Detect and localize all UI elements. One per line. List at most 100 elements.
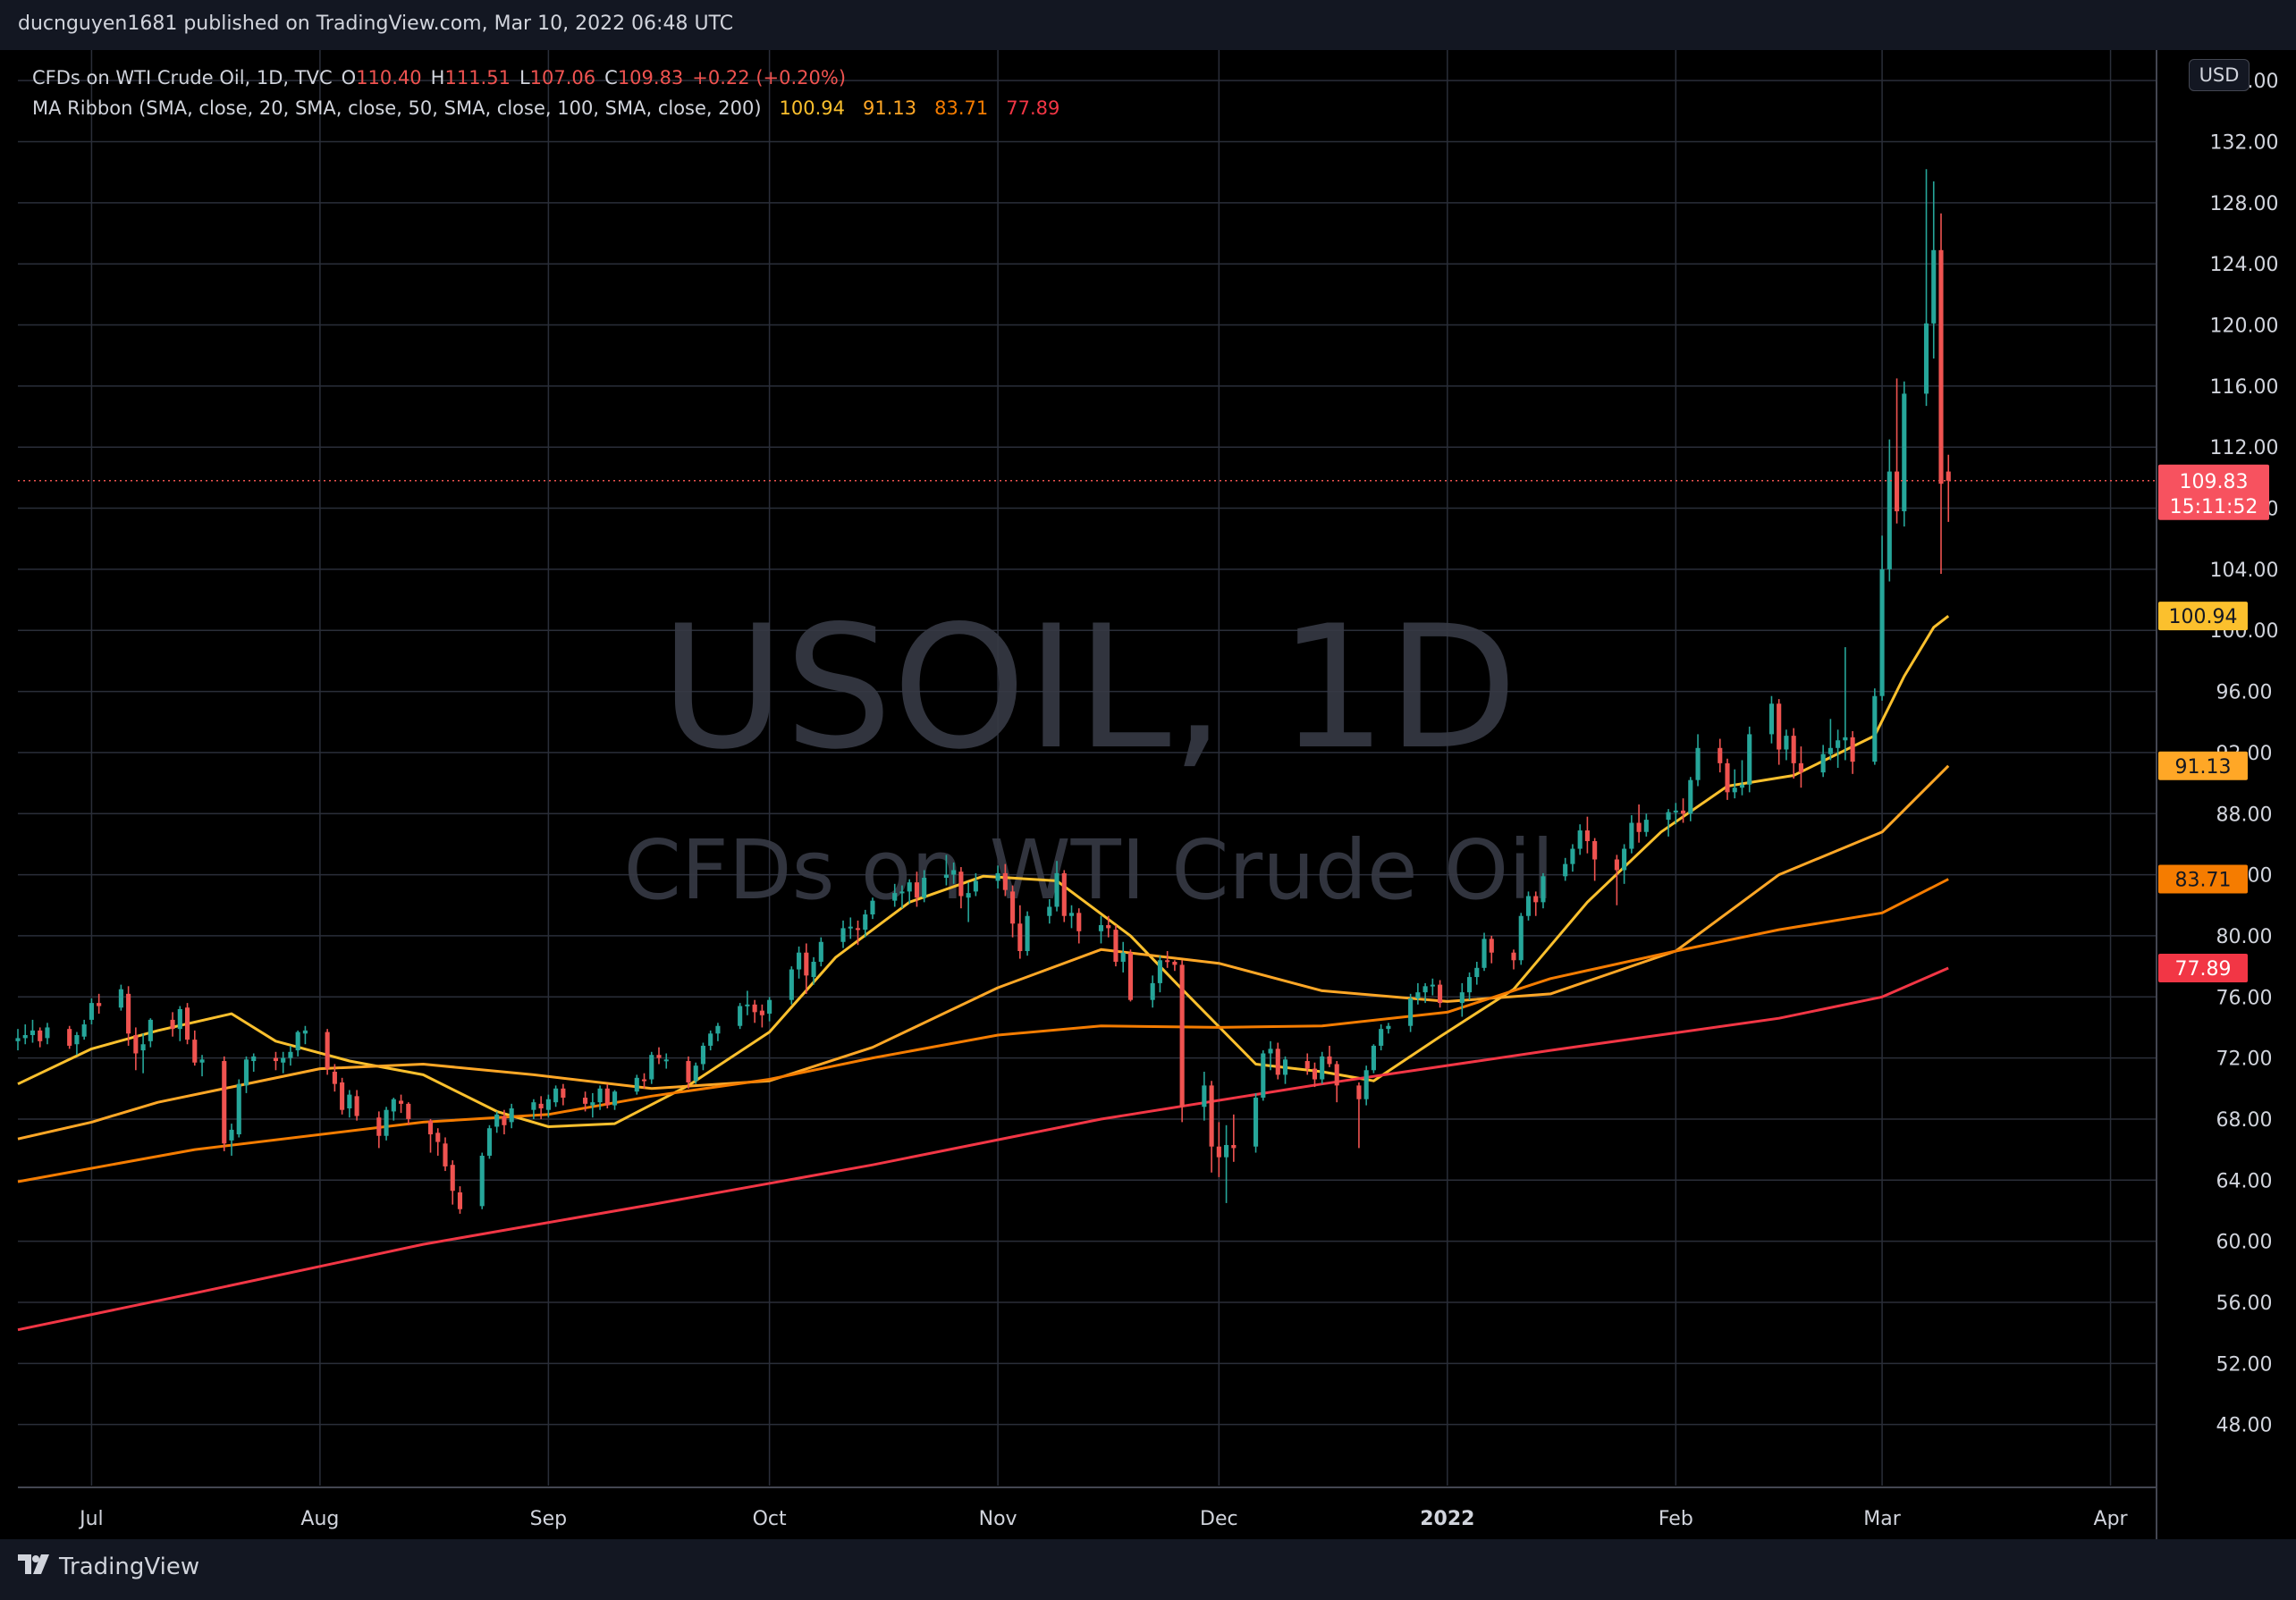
price-tick-label: 124.00 bbox=[2210, 254, 2279, 276]
candle-body bbox=[1938, 249, 1944, 484]
candle bbox=[745, 990, 750, 1015]
candle bbox=[89, 998, 94, 1025]
watermark-description: CFDs on WTI Crude Oil bbox=[624, 822, 1555, 918]
candle-body bbox=[604, 1088, 610, 1106]
candle bbox=[818, 937, 823, 967]
candle-body bbox=[1371, 1045, 1376, 1071]
candle-body bbox=[649, 1055, 654, 1080]
candle-body bbox=[1577, 830, 1583, 849]
time-tick-label: 2022 bbox=[1420, 1508, 1474, 1530]
candle-body bbox=[376, 1117, 382, 1136]
candle bbox=[1946, 454, 1951, 522]
candle bbox=[649, 1051, 654, 1084]
candle bbox=[1489, 935, 1494, 964]
legend-symbol[interactable]: CFDs on WTI Crude Oil, 1D, TVC bbox=[32, 67, 333, 88]
candle bbox=[641, 1073, 647, 1089]
candle bbox=[789, 966, 794, 1005]
candle bbox=[1415, 982, 1421, 1005]
candle-body bbox=[1363, 1070, 1369, 1099]
candle-body bbox=[133, 1034, 139, 1054]
candle-body bbox=[450, 1165, 455, 1192]
ma-axis-label-bg bbox=[2158, 864, 2248, 894]
candle-body bbox=[1408, 998, 1414, 1026]
candle-body bbox=[148, 1019, 153, 1041]
candle bbox=[288, 1045, 293, 1066]
candle-body bbox=[97, 1003, 102, 1006]
candle bbox=[708, 1030, 713, 1051]
candle-body bbox=[192, 1040, 198, 1063]
candle-body bbox=[1747, 734, 1752, 785]
price-tick-label: 88.00 bbox=[2216, 804, 2273, 826]
candle-body bbox=[1150, 982, 1155, 1000]
candle bbox=[863, 909, 868, 938]
time-axis[interactable]: Jul Aug Sep Oct Nov Dec 2022 Feb Mar Apr bbox=[18, 1486, 2157, 1530]
candle bbox=[251, 1053, 257, 1072]
time-tick-label: Apr bbox=[2094, 1508, 2129, 1530]
legend-open-value: 110.40 bbox=[356, 67, 422, 88]
candle bbox=[38, 1027, 43, 1048]
candle bbox=[450, 1160, 455, 1205]
candle-body bbox=[1931, 249, 1937, 324]
candle-body bbox=[1828, 747, 1833, 754]
candle-body bbox=[855, 928, 861, 931]
ma-axis-label: 77.89 bbox=[2175, 958, 2232, 981]
candle-body bbox=[509, 1107, 514, 1123]
tradingview-brand: TradingView bbox=[59, 1554, 200, 1580]
candle-body bbox=[1592, 841, 1598, 860]
candle bbox=[656, 1047, 662, 1065]
price-tick-label: 64.00 bbox=[2216, 1170, 2273, 1192]
price-tick-label: 112.00 bbox=[2210, 437, 2279, 459]
candle-body bbox=[892, 893, 898, 901]
candle-body bbox=[67, 1029, 72, 1046]
candle bbox=[406, 1102, 411, 1125]
tradingview-logo[interactable]: TradingView bbox=[18, 1554, 199, 1580]
candle-body bbox=[1636, 822, 1642, 832]
candle-body bbox=[1836, 740, 1841, 748]
candle-body bbox=[199, 1059, 205, 1063]
candle-body bbox=[1379, 1029, 1384, 1046]
candle-body bbox=[22, 1034, 28, 1039]
legend-ma50-value: 91.13 bbox=[863, 97, 917, 119]
candle-body bbox=[1172, 961, 1178, 965]
candle bbox=[899, 885, 905, 909]
candle bbox=[797, 946, 802, 979]
candle bbox=[97, 993, 102, 1015]
price-tick-label: 120.00 bbox=[2210, 316, 2279, 338]
candle-body bbox=[1430, 984, 1435, 987]
candle-body bbox=[583, 1098, 588, 1104]
candle-body bbox=[1312, 1068, 1318, 1080]
candle bbox=[1025, 911, 1030, 956]
candle-body bbox=[1466, 977, 1473, 993]
candle bbox=[347, 1090, 352, 1118]
candle bbox=[907, 879, 912, 905]
candle-body bbox=[1054, 872, 1059, 907]
candle bbox=[1592, 838, 1598, 881]
candle-body bbox=[1157, 960, 1162, 983]
candle-body bbox=[1511, 952, 1516, 961]
candle bbox=[1422, 982, 1428, 1004]
candle-body bbox=[406, 1103, 411, 1119]
candle bbox=[1511, 949, 1516, 970]
candle-body bbox=[1113, 930, 1118, 962]
countdown-label: 15:11:52 bbox=[2170, 496, 2258, 518]
candle-body bbox=[597, 1088, 603, 1103]
candle bbox=[140, 1033, 146, 1074]
candle bbox=[398, 1094, 404, 1114]
candle-body bbox=[1061, 872, 1067, 916]
candle-body bbox=[561, 1088, 566, 1099]
legend-indicator[interactable]: MA Ribbon (SMA, close, 20, SMA, close, 5… bbox=[32, 97, 762, 119]
candle bbox=[74, 1032, 80, 1056]
candle bbox=[1643, 813, 1649, 837]
candle-body bbox=[1202, 1085, 1207, 1107]
legend-low-value: 107.06 bbox=[529, 67, 596, 88]
currency-button[interactable]: USD bbox=[2189, 59, 2250, 91]
candle-body bbox=[1680, 810, 1686, 814]
candle-body bbox=[15, 1038, 21, 1041]
candle-body bbox=[863, 914, 868, 931]
candle-body bbox=[1732, 787, 1737, 793]
price-tick-label: 116.00 bbox=[2210, 376, 2279, 399]
candle bbox=[427, 1118, 434, 1153]
candle-body bbox=[332, 1071, 337, 1084]
candle-body bbox=[1481, 939, 1487, 968]
